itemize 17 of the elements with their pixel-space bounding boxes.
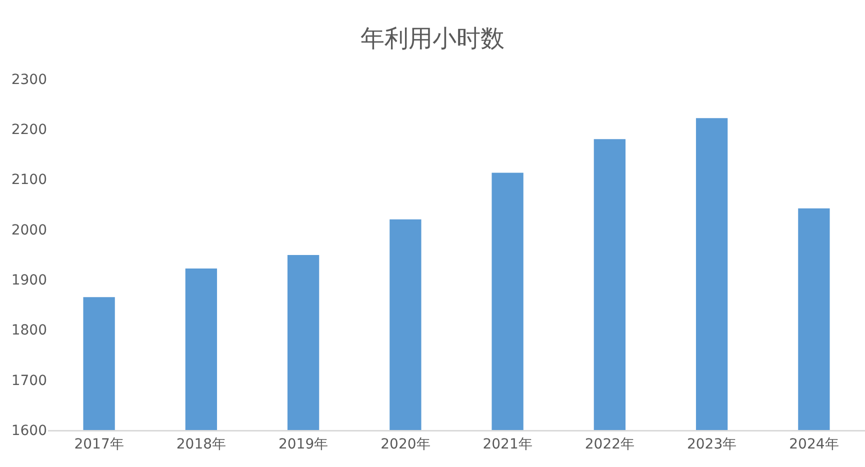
y-tick-label: 1900 [11, 272, 47, 288]
y-tick-label: 2200 [11, 122, 47, 138]
y-tick-label: 1600 [11, 422, 47, 439]
x-tick-label: 2023年 [686, 436, 737, 452]
x-tick-label: 2018年 [176, 436, 226, 452]
x-tick-label: 2019年 [278, 436, 328, 452]
x-tick-label: 2021年 [482, 436, 532, 452]
x-tick-label: 2022年 [584, 436, 635, 452]
y-tick-label: 2000 [11, 222, 47, 238]
y-tick-label: 2100 [11, 172, 47, 188]
chart-title: 年利用小时数 [360, 24, 504, 53]
x-tick-label: 2017年 [74, 436, 124, 452]
y-tick-label: 1700 [11, 372, 47, 389]
y-tick-label: 2300 [11, 72, 47, 88]
x-tick-label: 2024年 [789, 436, 839, 452]
x-tick-label: 2020年 [380, 436, 430, 452]
y-tick-label: 1800 [11, 322, 47, 339]
